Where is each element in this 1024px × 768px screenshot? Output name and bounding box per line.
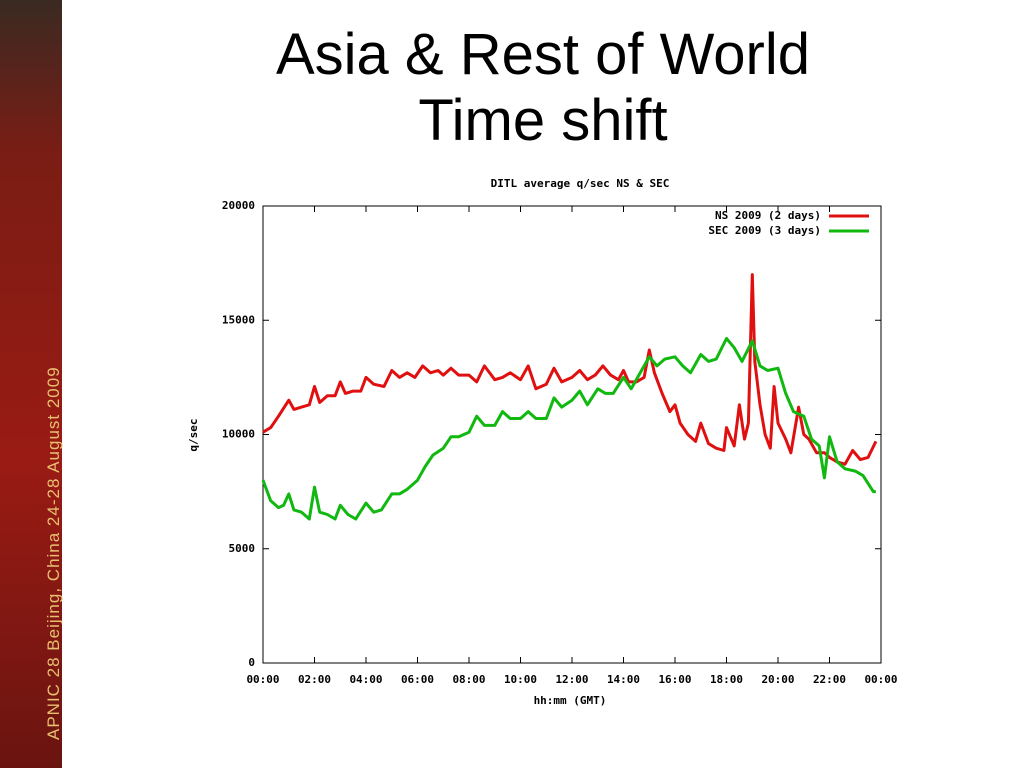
x-tick-label: 08:00 (452, 673, 485, 686)
x-axis-label: hh:mm (GMT) (534, 694, 607, 707)
slide-title: Asia & Rest of World Time shift (62, 22, 1024, 154)
y-tick-label: 5000 (229, 542, 256, 555)
x-tick-label: 12:00 (555, 673, 588, 686)
y-tick-label: 20000 (222, 199, 255, 212)
sidebar: APNIC 28 Beijing, China 24-28 August 200… (0, 0, 63, 768)
data-line (261, 337, 876, 521)
y-tick-label: 0 (248, 656, 255, 669)
x-tick-label: 20:00 (761, 673, 794, 686)
x-tick-label: 06:00 (401, 673, 434, 686)
data-line (262, 273, 878, 466)
y-tick-label: 15000 (222, 313, 255, 326)
x-tick-label: 10:00 (504, 673, 537, 686)
chart-title: DITL average q/sec NS & SEC (491, 177, 670, 190)
x-tick-label: 18:00 (710, 673, 743, 686)
x-tick-label: 22:00 (813, 673, 846, 686)
x-tick-label: 14:00 (607, 673, 640, 686)
legend-label: NS 2009 (2 days) (715, 209, 821, 222)
y-tick-label: 10000 (222, 428, 255, 441)
title-line: Time shift (418, 88, 668, 153)
x-tick-label: 00:00 (246, 673, 279, 686)
x-tick-label: 02:00 (298, 673, 331, 686)
chart: DITL average q/sec NS & SEC hh:mm (GMT) … (187, 177, 898, 707)
legend-label: SEC 2009 (3 days) (708, 224, 821, 237)
plot-frame (262, 205, 882, 664)
y-axis-label: q/sec (187, 418, 200, 451)
title-line: Asia & Rest of World (275, 22, 810, 87)
sidebar-text: APNIC 28 Beijing, China 24-28 August 200… (44, 366, 63, 740)
x-tick-label: 04:00 (349, 673, 382, 686)
x-tick-label: 00:00 (864, 673, 897, 686)
x-tick-label: 16:00 (658, 673, 691, 686)
